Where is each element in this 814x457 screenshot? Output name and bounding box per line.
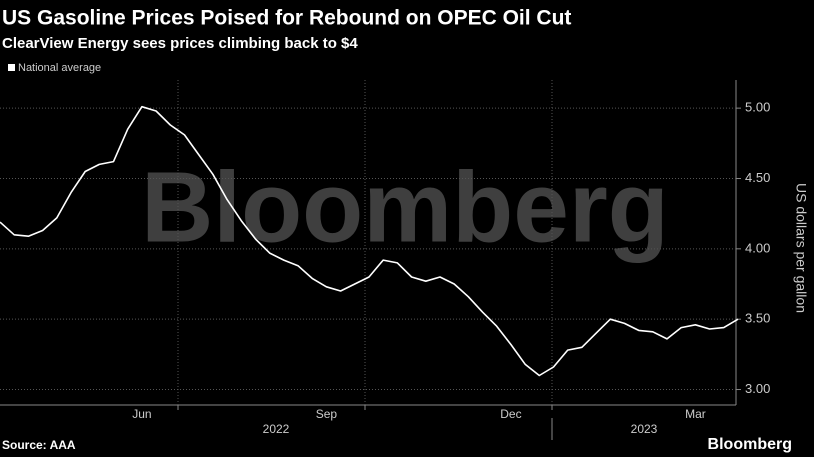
line-series: [0, 105, 739, 377]
chart-subtitle: ClearView Energy sees prices climbing ba…: [2, 35, 358, 52]
chart-title: US Gasoline Prices Poised for Rebound on…: [2, 7, 571, 30]
legend-swatch: [8, 64, 15, 71]
x-tick-label: Sep: [316, 407, 338, 421]
year-label: 2023: [631, 422, 658, 436]
y-axis-label: US dollars per gallon: [793, 183, 809, 313]
x-tick-label: Jun: [132, 407, 151, 421]
brand-logo: Bloomberg: [708, 436, 792, 453]
watermark: Bloomberg: [141, 151, 669, 263]
y-tick-label: 5.00: [745, 100, 770, 115]
year-label: 2022: [263, 422, 290, 436]
y-tick-label: 4.50: [745, 170, 770, 185]
y-tick-label: 4.00: [745, 240, 770, 255]
y-tick-label: 3.00: [745, 381, 770, 396]
source: Source: AAA: [2, 438, 76, 452]
x-tick-label: Mar: [685, 407, 706, 421]
y-tick-label: 3.50: [745, 311, 770, 326]
x-tick-label: Dec: [500, 407, 521, 421]
legend-label: National average: [18, 62, 101, 74]
